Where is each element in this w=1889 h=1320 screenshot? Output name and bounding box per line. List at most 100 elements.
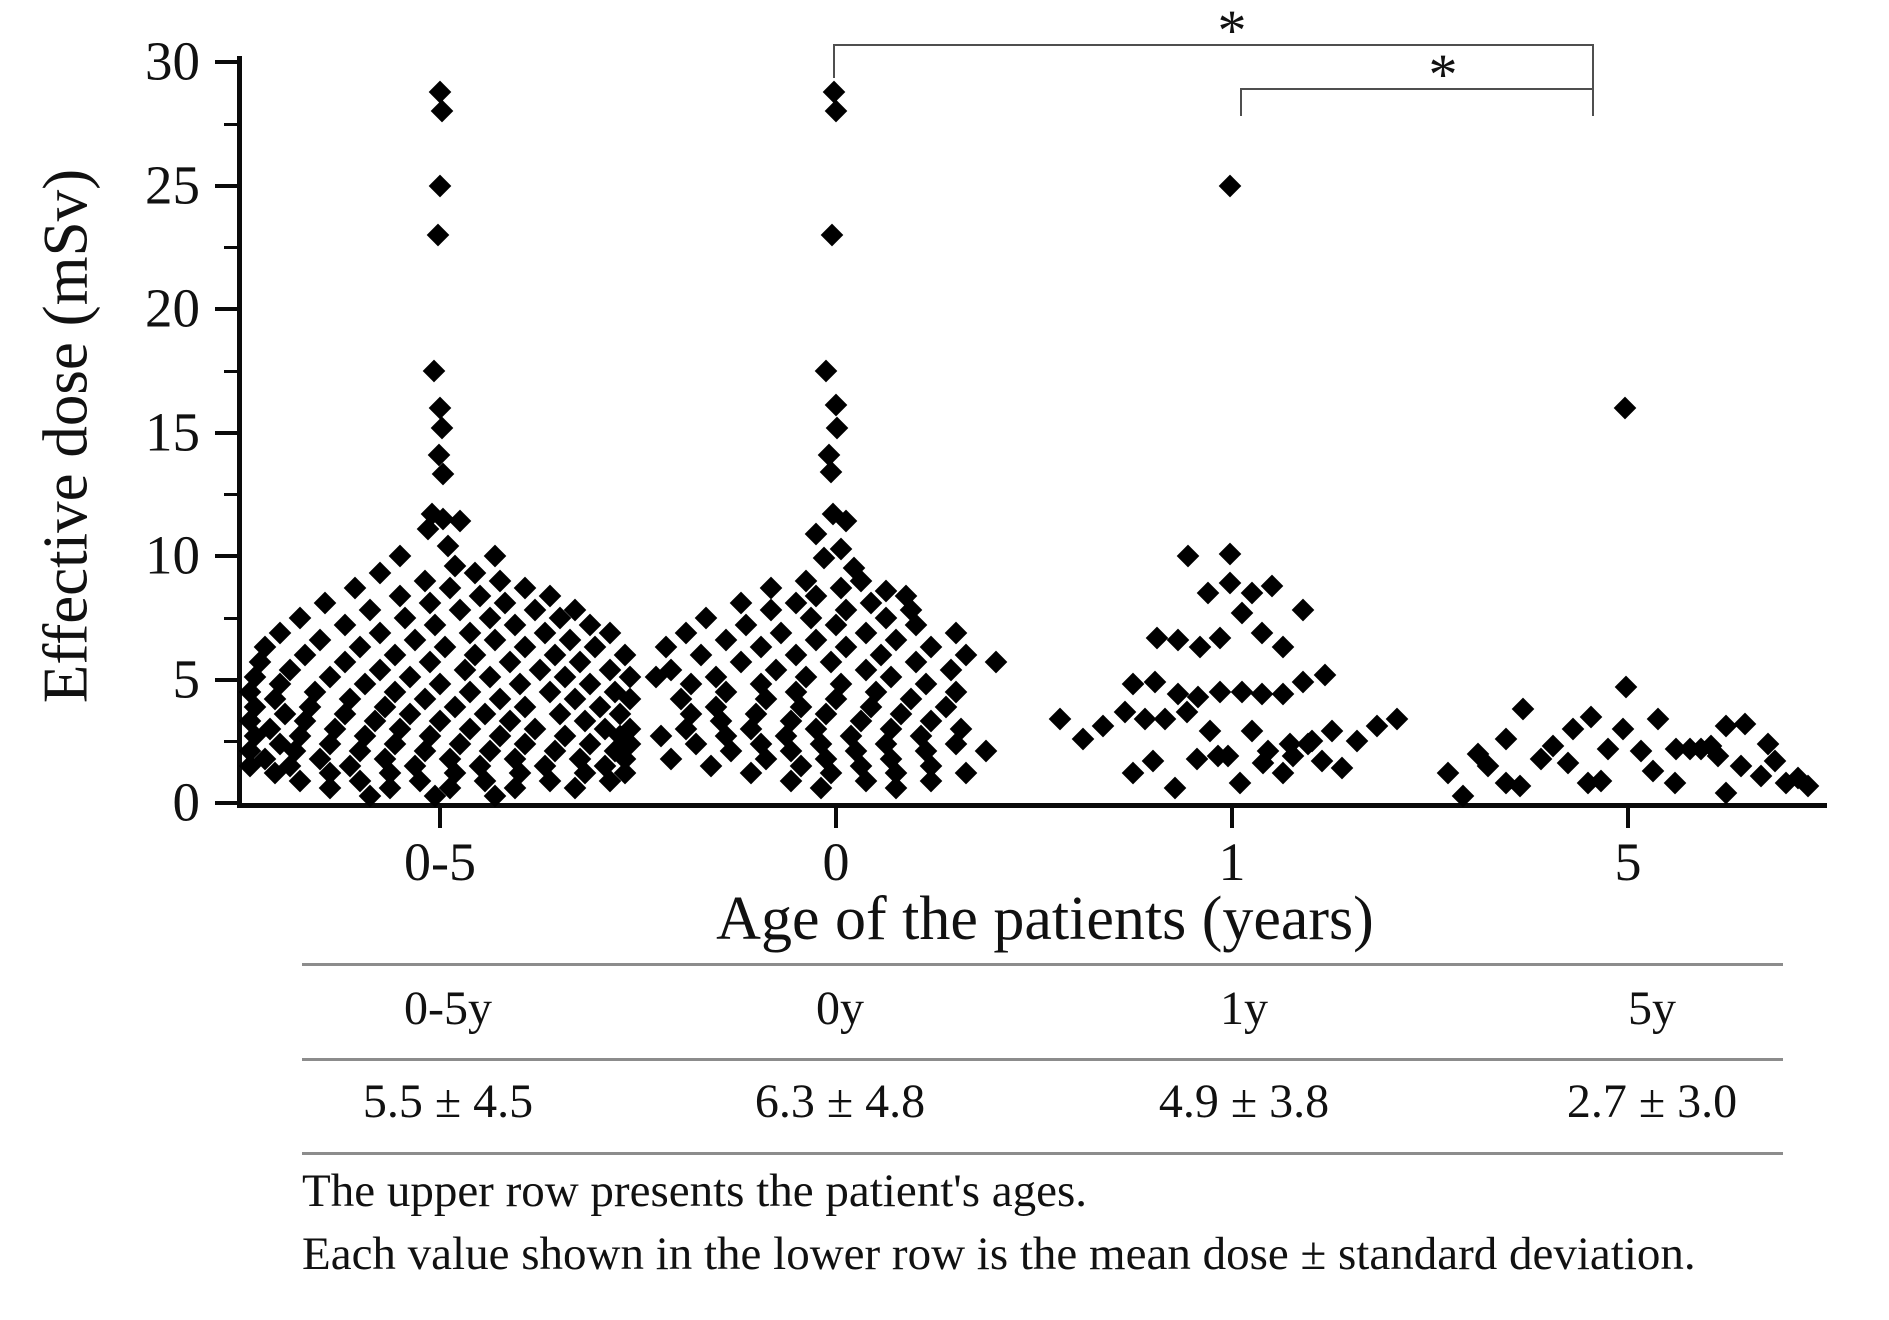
data-point	[403, 628, 427, 652]
data-point	[1143, 670, 1167, 694]
y-axis-line	[237, 56, 242, 808]
data-point	[343, 576, 367, 600]
data-point	[427, 443, 451, 467]
data-point	[729, 650, 753, 674]
data-point	[333, 650, 357, 674]
y-minor-tick	[224, 122, 237, 126]
data-point	[1141, 749, 1165, 773]
data-point	[824, 100, 848, 123]
data-point	[430, 416, 454, 439]
x-tick-label: 0-5	[404, 832, 476, 892]
significance-asterisk: *	[1217, 0, 1247, 63]
data-point	[1176, 544, 1200, 568]
data-point	[819, 650, 843, 674]
x-tick-label: 5	[1614, 832, 1642, 892]
y-minor-tick	[224, 369, 237, 373]
data-point	[413, 687, 437, 711]
data-point	[804, 522, 828, 546]
x-axis-title: Age of the patients (years)	[716, 885, 1374, 953]
data-point	[568, 650, 592, 674]
data-point	[784, 643, 808, 667]
data-point	[428, 673, 452, 696]
data-point	[749, 636, 773, 659]
data-point	[423, 613, 447, 637]
data-point	[1250, 682, 1274, 706]
data-point	[825, 416, 849, 439]
significance-bracket-line	[833, 44, 1594, 46]
data-point	[1196, 581, 1220, 605]
data-point	[1729, 754, 1753, 778]
data-point	[1048, 707, 1072, 731]
x-tick-label: 0	[822, 832, 850, 892]
y-tick-label: 10	[145, 524, 200, 586]
data-point	[729, 591, 753, 615]
data-point	[483, 544, 507, 568]
data-point	[919, 636, 943, 659]
data-point	[769, 621, 793, 644]
data-point	[1260, 574, 1284, 597]
data-point	[1291, 599, 1315, 622]
data-point	[1208, 626, 1232, 649]
data-point	[398, 665, 422, 689]
data-point	[874, 606, 898, 630]
data-point	[1218, 174, 1242, 197]
data-point	[1291, 670, 1315, 694]
data-point	[368, 621, 392, 644]
y-minor-tick	[224, 740, 237, 744]
data-point	[1614, 675, 1638, 699]
significance-bracket-left-drop	[1240, 88, 1242, 116]
data-point	[393, 606, 417, 630]
data-point	[1556, 752, 1580, 775]
data-point	[1153, 707, 1177, 731]
data-point	[1436, 762, 1460, 785]
data-point	[820, 223, 844, 247]
data-point	[473, 702, 497, 726]
data-point	[358, 599, 382, 622]
data-point	[714, 628, 738, 652]
data-point	[538, 584, 562, 607]
data-point	[422, 359, 446, 383]
data-point	[368, 561, 392, 585]
data-point	[1218, 542, 1242, 565]
significance-bracket-line	[1240, 88, 1594, 90]
data-point	[1596, 737, 1620, 760]
data-point	[436, 534, 460, 558]
y-major-tick	[215, 183, 237, 188]
data-point	[318, 776, 342, 800]
data-point	[483, 628, 507, 652]
data-point	[1646, 707, 1670, 731]
data-point	[739, 762, 763, 785]
data-point	[939, 658, 963, 681]
data-point	[578, 673, 602, 696]
data-point	[333, 613, 357, 637]
data-point	[1330, 757, 1354, 780]
data-point	[759, 599, 783, 622]
y-tick-label: 0	[172, 771, 201, 833]
y-major-tick	[215, 801, 237, 805]
data-point	[1198, 720, 1222, 743]
data-point	[418, 650, 442, 674]
data-point	[293, 643, 317, 667]
data-point	[1494, 727, 1518, 751]
data-point	[431, 463, 455, 486]
data-point	[383, 643, 407, 667]
y-minor-tick	[224, 246, 237, 250]
data-point	[734, 613, 758, 637]
significance-bracket-right-drop	[1592, 88, 1594, 116]
data-point	[1250, 621, 1274, 644]
table-value-0y: 6.3 ± 4.8	[754, 1075, 926, 1128]
data-point	[1385, 707, 1409, 731]
data-point	[1561, 717, 1585, 741]
table-value-1y: 4.9 ± 3.8	[1158, 1075, 1330, 1128]
data-point	[954, 762, 978, 785]
data-point	[308, 628, 332, 652]
data-point	[879, 665, 903, 689]
data-point	[1145, 626, 1169, 649]
y-major-tick	[215, 430, 237, 435]
data-point	[428, 396, 452, 420]
data-point	[1091, 715, 1115, 738]
data-point	[528, 658, 552, 681]
data-point	[1208, 680, 1232, 704]
data-point	[659, 747, 683, 770]
